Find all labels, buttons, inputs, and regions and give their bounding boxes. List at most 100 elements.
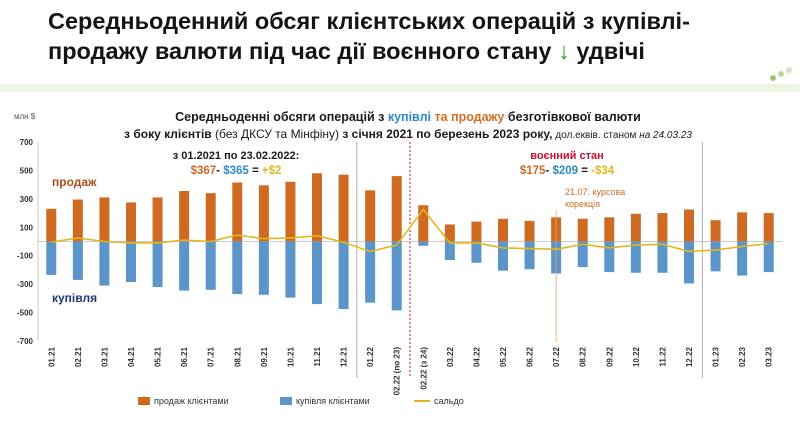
period1-result: +$2 — [262, 165, 282, 177]
period2-result: -$34 — [591, 165, 615, 177]
y-tick-label: -500 — [17, 309, 34, 318]
buy-bar — [99, 241, 110, 286]
buy-bar — [232, 241, 243, 295]
x-tick-label: 09.21 — [260, 346, 269, 367]
buy-bar — [604, 241, 615, 273]
correction-note-line-2: корекція — [565, 199, 600, 209]
period1-sell: $367 — [191, 165, 217, 177]
period1-buy: $365 — [223, 165, 249, 177]
buy-bar — [258, 241, 269, 295]
sell-bar — [232, 182, 243, 242]
buy-bar — [577, 241, 588, 268]
y-tick-label: 500 — [20, 166, 34, 175]
sell-bar — [312, 173, 322, 242]
y-tick-label: -700 — [17, 337, 34, 346]
sell-bar — [126, 202, 136, 242]
sell-bar — [205, 193, 216, 242]
sell-bar — [179, 191, 190, 242]
x-tick-label: 04.21 — [127, 346, 136, 367]
x-tick-label: 06.21 — [180, 346, 189, 367]
period2-dash: - — [545, 165, 552, 177]
sell-bar — [258, 185, 269, 242]
buy-bar — [418, 241, 429, 246]
title-part-2: безготівкової валюти — [504, 110, 640, 124]
period-separators — [356, 142, 703, 378]
legend-saldo-label: сальдо — [434, 396, 464, 406]
sell-bar — [285, 181, 296, 242]
x-tick-label: 05.21 — [154, 346, 163, 367]
sell-bar — [444, 224, 455, 242]
saldo-line — [51, 208, 769, 253]
down-arrow-icon: ↓ — [558, 38, 570, 64]
header-divider — [0, 67, 800, 92]
headline-line-2: продажу валюти під час дії воєнного стан… — [48, 36, 788, 66]
sell-bar — [418, 205, 429, 242]
x-tick-label: 08.22 — [579, 346, 588, 367]
buy-series-label: купівля — [52, 291, 97, 305]
buy-bar — [684, 241, 694, 284]
buy-bar — [312, 241, 322, 305]
subtitle-part-2: (без ДКСУ та Мінфіну) — [212, 127, 343, 141]
y-axis: 700 500 300 100 -100 -300 -500 -700 — [17, 138, 39, 346]
x-tick-label: 02.22 (по 23) — [393, 347, 402, 396]
x-tick-label: 03.21 — [100, 346, 109, 367]
period2-formula: $175- $209 = -$34 — [520, 165, 615, 177]
subtitle-part-5: на 24.03.23 — [639, 130, 692, 141]
period1-heading: з 01.2021 по 23.02.2022: — [173, 150, 299, 162]
title-buy-word: купівлі — [388, 110, 431, 124]
buy-bar — [72, 241, 83, 280]
legend-sell-label: продаж клієнтами — [154, 396, 229, 406]
buy-bar — [152, 241, 163, 287]
period2-buy: $209 — [552, 165, 578, 177]
x-tick-label: 10.22 — [632, 346, 641, 367]
buy-bar — [630, 241, 641, 273]
x-tick-label: 07.21 — [207, 346, 216, 367]
sell-bar — [152, 197, 163, 242]
x-tick-label: 10.21 — [286, 346, 295, 367]
x-tick-label: 01.23 — [712, 346, 721, 367]
x-tick-label: 01.22 — [366, 346, 375, 367]
buy-bar — [365, 241, 376, 303]
x-tick-label: 09.22 — [605, 346, 614, 367]
x-axis: 01.21 02.21 03.21 04.21 05.21 06.21 07.21 08.21… — [47, 346, 773, 395]
sell-bar — [737, 212, 748, 242]
buy-bar — [205, 241, 216, 290]
sell-bar — [657, 213, 668, 242]
y-tick-label: 700 — [20, 138, 34, 147]
buy-bar — [498, 241, 508, 271]
buy-bar — [657, 241, 668, 273]
chart-subtitle: з боку клієнтів (без ДКСУ та Мінфіну) з … — [124, 127, 692, 141]
x-tick-label: 11.22 — [658, 346, 667, 366]
sell-series-label: продаж — [52, 175, 97, 189]
sell-bar — [391, 176, 402, 242]
period1-formula: $367- $365 = +$2 — [191, 165, 282, 177]
x-tick-label: 12.21 — [340, 346, 349, 367]
x-tick-label: 08.21 — [233, 346, 242, 367]
period1-eq: = — [249, 165, 262, 177]
subtitle-part-3: з січня 2021 по березень 2023 року, — [342, 127, 552, 141]
headline-line-2-end: удвічі — [576, 38, 645, 64]
buy-bar — [391, 241, 402, 311]
period2-heading: воєнний стан — [530, 150, 604, 162]
sell-bar — [338, 174, 349, 242]
sell-bar — [524, 220, 535, 242]
legend-sell-swatch — [138, 397, 150, 405]
subtitle-part-1: з боку клієнтів — [124, 127, 212, 141]
headline-line-2-text: продажу валюти під час дії воєнного стан… — [48, 38, 552, 64]
subtitle-part-4: дол.еквів. станом — [553, 130, 640, 141]
decorative-dots-icon — [770, 67, 792, 81]
sell-bar — [684, 209, 694, 242]
buy-bar — [710, 241, 721, 272]
x-tick-label: 02.22 (з 24) — [419, 347, 428, 390]
sell-bar — [604, 217, 615, 242]
buy-bar — [471, 241, 482, 263]
buy-bar — [126, 241, 136, 283]
title-and-word: та — [431, 110, 451, 124]
x-tick-label: 02.21 — [74, 346, 83, 367]
x-tick-label: 04.22 — [472, 346, 481, 367]
correction-note-line-1: 21.07: курсова — [565, 187, 625, 197]
period2-sell: $175 — [520, 165, 546, 177]
sell-bar — [471, 221, 482, 242]
buy-bar — [338, 241, 349, 310]
